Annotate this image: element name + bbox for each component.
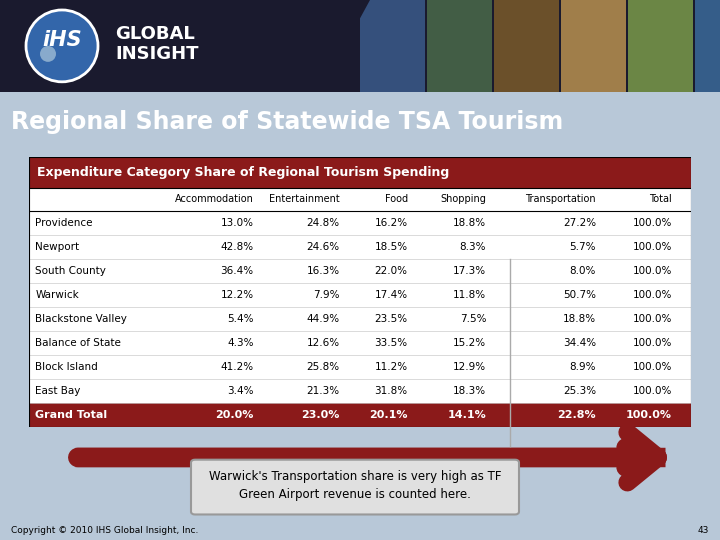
Text: 100.0%: 100.0%	[633, 314, 672, 323]
Text: 8.9%: 8.9%	[570, 362, 596, 372]
Text: Balance of State: Balance of State	[35, 338, 121, 348]
Text: Total: Total	[649, 194, 672, 204]
Text: 5.7%: 5.7%	[570, 241, 596, 252]
Text: 12.9%: 12.9%	[453, 362, 486, 372]
Text: 50.7%: 50.7%	[563, 289, 596, 300]
Text: 42.8%: 42.8%	[220, 241, 253, 252]
Text: Warwick: Warwick	[35, 289, 79, 300]
Text: Shopping: Shopping	[440, 194, 486, 204]
Bar	[628, 0, 693, 92]
Bar	[360, 0, 425, 92]
Text: 27.2%: 27.2%	[563, 218, 596, 227]
Circle shape	[40, 46, 56, 62]
Text: 7.9%: 7.9%	[313, 289, 340, 300]
Bar	[427, 0, 492, 92]
Text: 4.3%: 4.3%	[228, 338, 253, 348]
Text: 18.8%: 18.8%	[563, 314, 596, 323]
Text: Expenditure Category Share of Regional Tourism Spending: Expenditure Category Share of Regional T…	[37, 166, 449, 179]
FancyArrowPatch shape	[78, 433, 658, 482]
Text: Food: Food	[384, 194, 408, 204]
Bar	[29, 330, 691, 355]
Text: 25.3%: 25.3%	[563, 386, 596, 396]
Text: Accommodation: Accommodation	[175, 194, 253, 204]
Bar	[29, 259, 691, 282]
Text: 12.2%: 12.2%	[220, 289, 253, 300]
Text: GLOBAL: GLOBAL	[115, 25, 194, 43]
Text: Regional Share of Statewide TSA Tourism: Regional Share of Statewide TSA Tourism	[11, 110, 563, 133]
Text: 18.3%: 18.3%	[453, 386, 486, 396]
Text: 100.0%: 100.0%	[633, 338, 672, 348]
Text: Newport: Newport	[35, 241, 79, 252]
Text: 31.8%: 31.8%	[374, 386, 408, 396]
Text: 16.2%: 16.2%	[374, 218, 408, 227]
Polygon shape	[0, 0, 370, 92]
Text: INSIGHT: INSIGHT	[115, 45, 199, 63]
Text: 100.0%: 100.0%	[626, 410, 672, 420]
Text: 34.4%: 34.4%	[563, 338, 596, 348]
Text: 13.0%: 13.0%	[221, 218, 253, 227]
FancyBboxPatch shape	[191, 460, 519, 515]
Bar	[29, 234, 691, 259]
Text: 100.0%: 100.0%	[633, 362, 672, 372]
Text: 8.3%: 8.3%	[459, 241, 486, 252]
Text: Blackstone Valley: Blackstone Valley	[35, 314, 127, 323]
Text: 11.2%: 11.2%	[374, 362, 408, 372]
Text: 12.6%: 12.6%	[307, 338, 340, 348]
Text: South County: South County	[35, 266, 107, 275]
Text: Transportation: Transportation	[526, 194, 596, 204]
Bar	[29, 403, 691, 427]
Text: 33.5%: 33.5%	[374, 338, 408, 348]
Text: 15.2%: 15.2%	[453, 338, 486, 348]
Text: 23.5%: 23.5%	[374, 314, 408, 323]
Text: 11.8%: 11.8%	[453, 289, 486, 300]
Text: 36.4%: 36.4%	[220, 266, 253, 275]
Text: 18.8%: 18.8%	[453, 218, 486, 227]
Text: 22.8%: 22.8%	[557, 410, 596, 420]
Bar	[29, 355, 691, 379]
Bar	[29, 307, 691, 330]
Text: 100.0%: 100.0%	[633, 289, 672, 300]
Text: 17.3%: 17.3%	[453, 266, 486, 275]
Text: 3.4%: 3.4%	[228, 386, 253, 396]
Text: Entertainment: Entertainment	[269, 194, 340, 204]
Bar	[494, 0, 559, 92]
Text: Block Island: Block Island	[35, 362, 98, 372]
Text: Copyright © 2010 IHS Global Insight, Inc.: Copyright © 2010 IHS Global Insight, Inc…	[11, 526, 198, 535]
Text: 17.4%: 17.4%	[374, 289, 408, 300]
Text: 25.8%: 25.8%	[307, 362, 340, 372]
Text: 100.0%: 100.0%	[633, 218, 672, 227]
Text: 20.1%: 20.1%	[369, 410, 408, 420]
Bar	[29, 379, 691, 403]
Text: 43: 43	[698, 526, 709, 535]
Text: 41.2%: 41.2%	[220, 362, 253, 372]
Text: Grand Total: Grand Total	[35, 410, 107, 420]
Bar	[29, 157, 691, 188]
Text: 24.8%: 24.8%	[307, 218, 340, 227]
Text: 14.1%: 14.1%	[447, 410, 486, 420]
Text: 22.0%: 22.0%	[374, 266, 408, 275]
Text: 20.0%: 20.0%	[215, 410, 253, 420]
Text: 5.4%: 5.4%	[228, 314, 253, 323]
Bar	[29, 211, 691, 234]
Text: 100.0%: 100.0%	[633, 386, 672, 396]
Bar	[695, 0, 720, 92]
Text: 24.6%: 24.6%	[307, 241, 340, 252]
Text: 100.0%: 100.0%	[633, 266, 672, 275]
Text: 7.5%: 7.5%	[459, 314, 486, 323]
Bar	[29, 282, 691, 307]
Text: 23.0%: 23.0%	[302, 410, 340, 420]
Text: 100.0%: 100.0%	[633, 241, 672, 252]
Text: 21.3%: 21.3%	[307, 386, 340, 396]
Text: iHS: iHS	[42, 30, 82, 50]
Text: 44.9%: 44.9%	[307, 314, 340, 323]
Text: Providence: Providence	[35, 218, 93, 227]
Text: 16.3%: 16.3%	[307, 266, 340, 275]
Bar	[29, 188, 691, 211]
Text: East Bay: East Bay	[35, 386, 81, 396]
Text: 18.5%: 18.5%	[374, 241, 408, 252]
Bar	[561, 0, 626, 92]
Circle shape	[26, 10, 98, 82]
Text: 8.0%: 8.0%	[570, 266, 596, 275]
Text: Warwick's Transportation share is very high as TF
Green Airport revenue is count: Warwick's Transportation share is very h…	[209, 470, 501, 502]
